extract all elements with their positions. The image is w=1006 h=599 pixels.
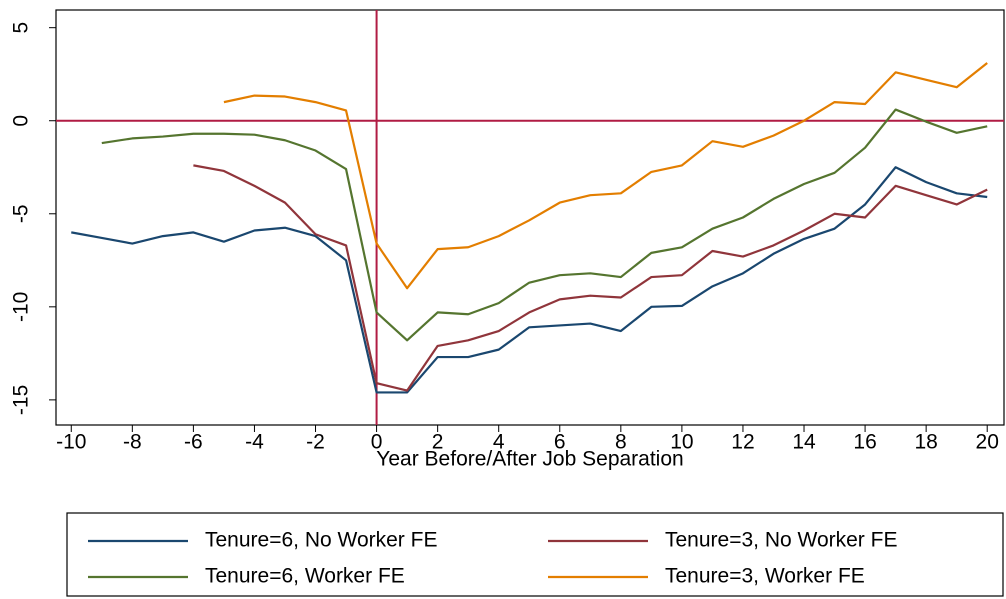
series-line xyxy=(71,166,988,394)
x-tick-label: 18 xyxy=(914,431,937,454)
y-tick-label: 0 xyxy=(10,115,33,127)
x-axis-label: Year Before/After Job Separation xyxy=(376,448,683,471)
legend-label: Tenure=3, Worker FE xyxy=(665,565,865,588)
x-tick-label: 12 xyxy=(731,431,754,454)
legend-label: Tenure=3, No Worker FE xyxy=(665,529,897,552)
x-tick-label: 16 xyxy=(853,431,876,454)
plot-frame xyxy=(55,9,1005,426)
legend-label: Tenure=6, Worker FE xyxy=(205,565,405,588)
y-tick-label: 5 xyxy=(10,22,33,34)
series-line xyxy=(193,164,988,392)
legend-box xyxy=(66,512,1004,597)
x-tick-label: 6 xyxy=(554,431,566,454)
x-tick-label: 8 xyxy=(615,431,627,454)
x-tick-label: 20 xyxy=(976,431,999,454)
x-tick-label: 14 xyxy=(792,431,816,454)
x-tick-label: -10 xyxy=(56,431,86,454)
x-tick-label: -8 xyxy=(123,431,142,454)
y-tick-label: -15 xyxy=(10,385,33,415)
x-tick-label: 2 xyxy=(432,431,444,454)
legend-label: Tenure=6, No Worker FE xyxy=(205,529,437,552)
series-line xyxy=(223,62,988,290)
x-tick-label: -4 xyxy=(245,431,264,454)
x-tick-label: 0 xyxy=(371,431,383,454)
y-tick-label: -5 xyxy=(10,204,33,223)
y-tick-label: -10 xyxy=(10,292,33,322)
x-tick-label: 10 xyxy=(670,431,693,454)
x-tick-label: -2 xyxy=(306,431,325,454)
x-tick-label: 4 xyxy=(493,431,505,454)
x-tick-label: -6 xyxy=(184,431,203,454)
series-line xyxy=(101,108,988,342)
